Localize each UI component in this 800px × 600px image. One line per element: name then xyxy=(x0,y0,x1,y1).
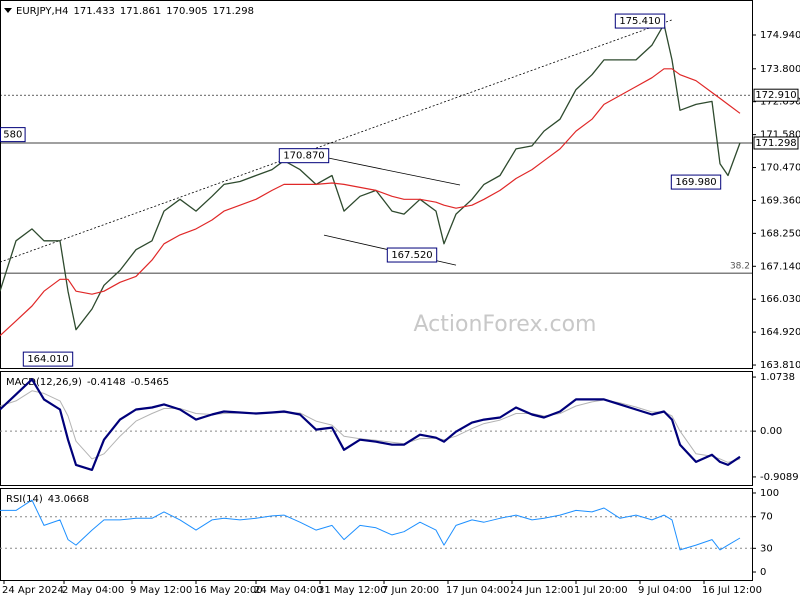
price-annotation: 170.870 xyxy=(283,151,324,162)
panel-frame xyxy=(0,488,753,581)
x-tick-label: 2 May 04:00 xyxy=(62,585,124,596)
y-tick-label: 171.580 xyxy=(760,130,800,141)
y-tick-label: -0.9089 xyxy=(760,472,799,483)
price-annotation-box xyxy=(278,148,330,164)
panel-title: RSI(14) xyxy=(6,494,43,505)
panel-header: RSI(14) 43.0668 xyxy=(6,494,89,505)
y-tick-label: 163.810 xyxy=(760,360,800,371)
y-tick-label: 167.140 xyxy=(760,261,800,272)
x-tick-label: 9 Jul 04:00 xyxy=(638,585,692,596)
level-label: 171.298 xyxy=(755,138,796,149)
x-tick-label: 16 Jul 12:00 xyxy=(702,585,762,596)
x-tick-label: 16 May 20:00 xyxy=(194,585,263,596)
y-tick-label: 169.360 xyxy=(760,195,800,206)
price-annotation: 164.010 xyxy=(27,354,68,365)
price-annotation-box xyxy=(670,174,722,190)
series-line xyxy=(0,390,741,463)
y-tick-label: 172.690 xyxy=(760,97,800,108)
y-tick-label: 174.940 xyxy=(760,30,800,41)
x-tick-label: 9 May 12:00 xyxy=(130,585,192,596)
reading: 171.861 xyxy=(120,6,161,17)
x-tick-label: 17 Jun 04:00 xyxy=(446,585,510,596)
reading: 171.433 xyxy=(74,6,115,17)
fib-label: 38.2 xyxy=(730,262,750,272)
price-annotation: 175.410 xyxy=(619,16,660,27)
y-tick-label: 173.800 xyxy=(760,64,800,75)
y-tick-label: 168.250 xyxy=(760,228,800,239)
x-tick-label: 24 May 04:00 xyxy=(254,585,323,596)
y-tick-label: 0 xyxy=(760,567,766,578)
level-box xyxy=(753,88,799,102)
price-annotation: 580 xyxy=(3,130,22,141)
price-annotation: 169.980 xyxy=(675,177,716,188)
watermark: ActionForex.com xyxy=(414,312,597,337)
panel-header: MACD(12,26,9) -0.4148 -0.5465 xyxy=(6,377,169,388)
panel-title: MACD(12,26,9) xyxy=(6,377,82,388)
price-annotation-box xyxy=(22,351,74,367)
series-line xyxy=(0,23,741,331)
x-tick-label: 24 Apr 2024 xyxy=(2,585,64,596)
price-annotation: 167.520 xyxy=(391,250,432,261)
y-tick-label: 170.470 xyxy=(760,163,800,174)
trendline xyxy=(0,19,673,263)
x-tick-label: 1 Jul 20:00 xyxy=(574,585,628,596)
y-tick-label: 100 xyxy=(760,488,779,499)
y-tick-label: 1.0738 xyxy=(760,372,795,383)
y-tick-label: 30 xyxy=(760,543,773,554)
panel-frame xyxy=(0,371,753,486)
y-tick-label: 164.920 xyxy=(760,327,800,338)
price-annotation-box xyxy=(386,247,438,263)
y-tick-label: 70 xyxy=(760,512,773,523)
series-line xyxy=(0,68,741,337)
price-annotation-box xyxy=(0,127,26,143)
x-tick-label: 24 Jun 12:00 xyxy=(510,585,574,596)
reading: 43.0668 xyxy=(48,494,89,505)
header-arrow xyxy=(4,8,12,13)
reading: -0.4148 xyxy=(87,377,126,388)
x-tick-label: 7 Jun 20:00 xyxy=(382,585,439,596)
y-tick-label: 166.030 xyxy=(760,294,800,305)
y-tick-label: 0.00 xyxy=(760,426,782,437)
reading: 171.298 xyxy=(213,6,254,17)
trendline xyxy=(323,156,461,186)
reading: -0.5465 xyxy=(131,377,170,388)
price-annotation-box xyxy=(614,13,666,29)
panel-frame xyxy=(0,0,753,369)
level-box xyxy=(753,136,799,150)
panel-title: EURJPY,H4 xyxy=(16,6,69,17)
series-line xyxy=(0,499,741,551)
x-tick-label: 31 May 12:00 xyxy=(318,585,387,596)
reading: 170.905 xyxy=(166,6,207,17)
panel-header: EURJPY,H4 171.433 171.861 170.905 171.298 xyxy=(16,6,254,17)
level-label: 172.910 xyxy=(755,90,796,101)
series-line xyxy=(0,378,741,471)
